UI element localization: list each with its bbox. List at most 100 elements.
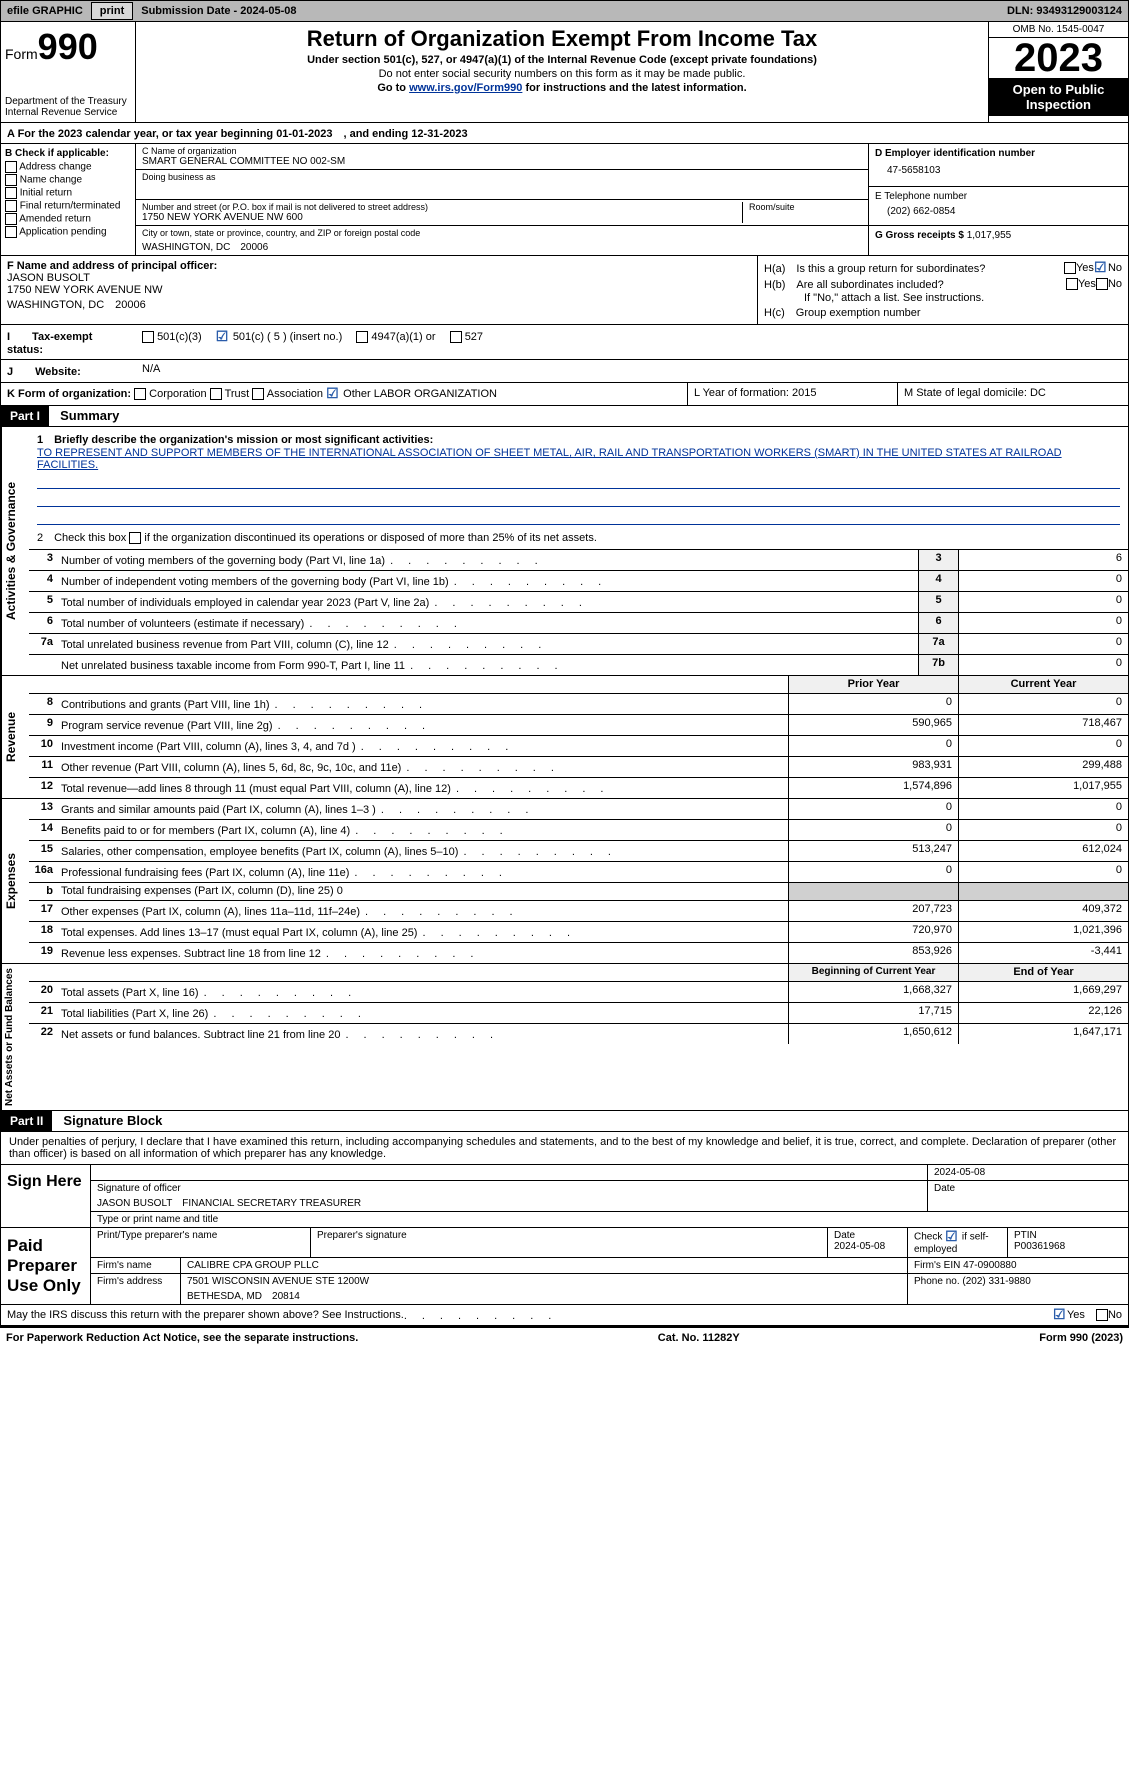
- discuss-no-check[interactable]: [1096, 1309, 1108, 1321]
- sig-date-label: Date: [928, 1181, 1128, 1211]
- row-klm: K Form of organization: Corporation Trus…: [0, 383, 1129, 406]
- table-row: 20Total assets (Part X, line 16)1,668,32…: [29, 982, 1128, 1003]
- sig-officer-name: JASON BUSOLT FINANCIAL SECRETARY TREASUR…: [97, 1194, 921, 1209]
- firm-name-label: Firm's name: [91, 1258, 181, 1273]
- paid-preparer-block: Paid Preparer Use Only Print/Type prepar…: [0, 1228, 1129, 1305]
- hb-note: If "No," attach a list. See instructions…: [764, 292, 1122, 304]
- prep-name-label: Print/Type preparer's name: [97, 1230, 304, 1241]
- form-word: Form: [5, 46, 38, 62]
- discuss-yes-check[interactable]: ☑: [1053, 1308, 1067, 1322]
- city-value: WASHINGTON, DC 20006: [142, 238, 862, 253]
- check-discontinued[interactable]: [129, 532, 141, 544]
- officer-label: F Name and address of principal officer:: [7, 260, 751, 272]
- firm-addr2: BETHESDA, MD 20814: [187, 1287, 901, 1302]
- check-501c3[interactable]: [142, 331, 154, 343]
- ein-label: D Employer identification number: [875, 148, 1122, 159]
- checkbox-application-pending[interactable]: Application pending: [5, 226, 131, 238]
- table-row: 14Benefits paid to or for members (Part …: [29, 820, 1128, 841]
- section-fh: F Name and address of principal officer:…: [0, 256, 1129, 325]
- table-row: 22Net assets or fund balances. Subtract …: [29, 1024, 1128, 1044]
- check-527[interactable]: [450, 331, 462, 343]
- paperwork-notice: For Paperwork Reduction Act Notice, see …: [6, 1332, 358, 1344]
- col-b: B Check if applicable: Address change Na…: [1, 144, 136, 255]
- gross-receipts-label: G Gross receipts $: [875, 230, 964, 241]
- col-b-header: B Check if applicable:: [5, 148, 131, 159]
- row-i: I Tax-exempt status: 501(c)(3) ☑ 501(c) …: [0, 325, 1129, 360]
- state-domicile: M State of legal domicile: DC: [898, 383, 1128, 405]
- ha-no-check[interactable]: ☑: [1094, 261, 1108, 275]
- hb-no-check[interactable]: [1096, 278, 1108, 290]
- header-mid: Return of Organization Exempt From Incom…: [136, 22, 988, 122]
- ha-yes-check[interactable]: [1064, 262, 1076, 274]
- check-501c[interactable]: ☑: [216, 330, 230, 344]
- part1-title: Summary: [52, 406, 127, 425]
- ha-label: H(a) Is this a group return for subordin…: [764, 260, 1064, 276]
- tax-exempt-label: I Tax-exempt status:: [1, 325, 136, 359]
- check-other[interactable]: ☑: [326, 387, 340, 401]
- gov-row: 7aTotal unrelated business revenue from …: [29, 634, 1128, 655]
- hb-label: H(b) Are all subordinates included?: [764, 276, 1066, 292]
- checkbox-name-change[interactable]: Name change: [5, 174, 131, 186]
- table-row: 19Revenue less expenses. Subtract line 1…: [29, 943, 1128, 963]
- table-row: 9Program service revenue (Part VIII, lin…: [29, 715, 1128, 736]
- city-label: City or town, state or province, country…: [142, 228, 862, 238]
- submission-date-label: Submission Date - 2024-05-08: [135, 5, 302, 17]
- other-text: LABOR ORGANIZATION: [374, 388, 497, 400]
- irs-link[interactable]: www.irs.gov/Form990: [409, 82, 522, 94]
- print-button[interactable]: print: [91, 2, 133, 20]
- section-bcde: B Check if applicable: Address change Na…: [0, 144, 1129, 256]
- begin-year-header: Beginning of Current Year: [788, 964, 958, 981]
- col-de: D Employer identification number 47-5658…: [868, 144, 1128, 255]
- sign-date: 2024-05-08: [928, 1165, 1128, 1180]
- sig-name-label: Type or print name and title: [91, 1212, 1128, 1227]
- ptin-label: PTIN: [1014, 1230, 1122, 1241]
- form-subtitle-1: Under section 501(c), 527, or 4947(a)(1)…: [144, 54, 980, 66]
- firm-ein-label: Firm's EIN: [914, 1260, 960, 1271]
- mission-label: 1 Briefly describe the organization's mi…: [37, 431, 1120, 447]
- officer-addr1: 1750 NEW YORK AVENUE NW: [7, 284, 751, 296]
- officer-addr2: WASHINGTON, DC 20006: [7, 296, 751, 312]
- ein-value: 47-5658103: [875, 159, 1122, 182]
- summary-governance: Activities & Governance 1 Briefly descri…: [0, 427, 1129, 676]
- check-corp[interactable]: [134, 388, 146, 400]
- q2-pre: 2 Check this box: [37, 532, 129, 544]
- form-org-label: K Form of organization:: [7, 388, 131, 400]
- check-self-employed[interactable]: ☑: [945, 1230, 959, 1244]
- table-row: 8Contributions and grants (Part VIII, li…: [29, 694, 1128, 715]
- gov-row: Net unrelated business taxable income fr…: [29, 655, 1128, 675]
- discuss-yes: Yes: [1067, 1309, 1085, 1321]
- table-row: 13Grants and similar amounts paid (Part …: [29, 799, 1128, 820]
- gov-row: 6Total number of volunteers (estimate if…: [29, 613, 1128, 634]
- table-row: 12Total revenue—add lines 8 through 11 (…: [29, 778, 1128, 798]
- check-assoc[interactable]: [252, 388, 264, 400]
- q2-post: if the organization discontinued its ope…: [144, 532, 597, 544]
- goto-post: for instructions and the latest informat…: [522, 82, 746, 94]
- checkbox-final-return[interactable]: Final return/terminated: [5, 200, 131, 212]
- check-trust[interactable]: [210, 388, 222, 400]
- form-number: 990: [38, 26, 98, 67]
- efile-label: efile GRAPHIC: [1, 5, 89, 17]
- col-c: C Name of organization SMART GENERAL COM…: [136, 144, 868, 255]
- current-year-header: Current Year: [958, 676, 1128, 693]
- checkbox-amended-return[interactable]: Amended return: [5, 213, 131, 225]
- checkbox-address-change[interactable]: Address change: [5, 161, 131, 173]
- phone-label: E Telephone number: [875, 191, 1122, 202]
- header-left: Form990 Department of the Treasury Inter…: [1, 22, 136, 122]
- dln-label: DLN: 93493129003124: [1001, 5, 1128, 17]
- part2-header: Part II Signature Block: [0, 1111, 1129, 1132]
- ptin-value: P00361968: [1014, 1241, 1122, 1252]
- summary-netassets: Net Assets or Fund Balances Beginning of…: [0, 964, 1129, 1111]
- prep-check-label: Check: [914, 1232, 942, 1243]
- check-4947[interactable]: [356, 331, 368, 343]
- firm-ein: 47-0900880: [963, 1260, 1016, 1271]
- table-row: 10Investment income (Part VIII, column (…: [29, 736, 1128, 757]
- table-row: 17Other expenses (Part IX, column (A), l…: [29, 901, 1128, 922]
- gross-receipts-value: 1,017,955: [967, 230, 1012, 241]
- footer-discuss-row: May the IRS discuss this return with the…: [0, 1305, 1129, 1326]
- checkbox-initial-return[interactable]: Initial return: [5, 187, 131, 199]
- hb-yes-check[interactable]: [1066, 278, 1078, 290]
- part2-declaration: Under penalties of perjury, I declare th…: [0, 1132, 1129, 1165]
- addr-label: Number and street (or P.O. box if mail i…: [142, 202, 742, 212]
- vtab-revenue: Revenue: [1, 676, 29, 798]
- prep-sig-label: Preparer's signature: [317, 1230, 821, 1241]
